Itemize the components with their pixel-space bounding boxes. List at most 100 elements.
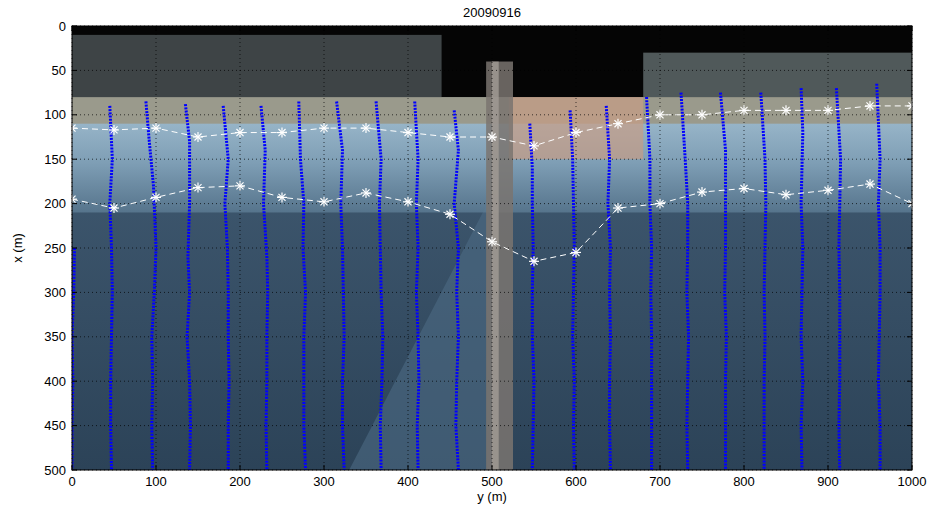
asterisk-marker bbox=[445, 209, 455, 219]
chart: 0100200300400500600700800900100005010015… bbox=[0, 0, 938, 508]
asterisk-marker bbox=[739, 184, 749, 194]
drifter-track bbox=[801, 88, 803, 470]
tick-label-y: 100 bbox=[44, 107, 66, 122]
asterisk-marker bbox=[109, 203, 119, 213]
tick-y bbox=[72, 292, 77, 293]
tick-x bbox=[492, 465, 493, 470]
marker-stroke bbox=[656, 111, 663, 118]
tick-label-x: 400 bbox=[397, 474, 419, 489]
drifter-track bbox=[454, 110, 458, 470]
drifter-track bbox=[570, 110, 574, 470]
y-axis-label: x (m) bbox=[10, 233, 25, 263]
tick-y bbox=[907, 26, 912, 27]
drifter-track bbox=[376, 101, 383, 470]
marker-stroke bbox=[152, 194, 159, 201]
tick-label-y: 350 bbox=[44, 329, 66, 344]
tick-label-x: 500 bbox=[481, 474, 503, 489]
marker-stroke bbox=[404, 129, 411, 136]
tick-x bbox=[828, 26, 829, 31]
tick-y bbox=[907, 381, 912, 382]
grid-line-y bbox=[72, 203, 912, 204]
asterisk-marker bbox=[72, 123, 77, 133]
marker-stroke bbox=[824, 107, 831, 114]
pier-deck bbox=[492, 62, 499, 470]
drifter-track bbox=[261, 106, 268, 470]
marker-stroke bbox=[236, 182, 243, 189]
tick-x bbox=[156, 465, 157, 470]
water bbox=[72, 26, 912, 470]
tick-y bbox=[72, 425, 77, 426]
tick-label-x: 900 bbox=[817, 474, 839, 489]
asterisk-marker bbox=[151, 192, 161, 202]
tick-y bbox=[72, 470, 77, 471]
marker-stroke bbox=[866, 102, 873, 109]
drifter-track bbox=[337, 101, 345, 470]
asterisk-marker bbox=[403, 128, 413, 138]
marker-stroke bbox=[194, 184, 201, 191]
tick-x bbox=[408, 465, 409, 470]
asterisk-marker bbox=[529, 256, 539, 266]
marker-stroke bbox=[446, 211, 453, 218]
asterisk-marker bbox=[487, 237, 497, 247]
frame bbox=[72, 26, 912, 470]
asterisk-marker bbox=[277, 192, 287, 202]
ticks: 0100200300400500600700800900100005010015… bbox=[44, 19, 926, 490]
marker-stroke bbox=[72, 125, 76, 132]
grid-line-y bbox=[72, 70, 912, 71]
marker-stroke bbox=[614, 120, 621, 127]
marker-stroke bbox=[740, 185, 747, 192]
marker-stroke bbox=[782, 107, 789, 114]
asterisk-marker bbox=[235, 181, 245, 191]
marker-stroke bbox=[72, 196, 76, 203]
drifter-track bbox=[146, 101, 156, 470]
drifter-track bbox=[606, 106, 610, 470]
dashed-line bbox=[72, 106, 912, 146]
tick-y bbox=[72, 248, 77, 249]
drifter-track bbox=[836, 88, 840, 470]
tick-label-y: 300 bbox=[44, 285, 66, 300]
asterisk-marker bbox=[571, 128, 581, 138]
marker-stroke bbox=[194, 133, 201, 140]
marker-stroke bbox=[740, 107, 747, 114]
tick-x bbox=[828, 465, 829, 470]
tick-x bbox=[576, 26, 577, 31]
asterisk-marker bbox=[151, 123, 161, 133]
marker-stroke bbox=[320, 198, 327, 205]
tick-label-x: 1000 bbox=[898, 474, 927, 489]
marker-stroke bbox=[824, 187, 831, 194]
tick-x bbox=[240, 465, 241, 470]
tick-label-x: 800 bbox=[733, 474, 755, 489]
grid bbox=[72, 26, 912, 470]
asterisk-marker bbox=[529, 141, 539, 151]
asterisk-marker bbox=[72, 194, 77, 204]
tick-x bbox=[408, 26, 409, 31]
tick-x bbox=[324, 26, 325, 31]
tick-y bbox=[72, 26, 77, 27]
grid-line-y bbox=[72, 248, 912, 249]
asterisk-marker bbox=[823, 105, 833, 115]
asterisk-marker bbox=[109, 125, 119, 135]
tick-label-x: 600 bbox=[565, 474, 587, 489]
marker-stroke bbox=[782, 191, 789, 198]
asterisk-marker bbox=[781, 105, 791, 115]
asterisk-marker bbox=[193, 132, 203, 142]
tick-x bbox=[156, 26, 157, 31]
asterisk-marker bbox=[613, 119, 623, 129]
tick-x bbox=[492, 26, 493, 31]
asterisk-marker bbox=[655, 199, 665, 209]
drifter-track bbox=[761, 93, 766, 470]
tick-label-x: 300 bbox=[313, 474, 335, 489]
tick-label-x: 700 bbox=[649, 474, 671, 489]
tick-y bbox=[72, 70, 77, 71]
asterisk-marker bbox=[319, 197, 329, 207]
land-left bbox=[72, 35, 442, 97]
asterisk-marker bbox=[823, 185, 833, 195]
drifter-track bbox=[185, 104, 190, 470]
tick-x bbox=[72, 465, 73, 470]
asterisk-marker bbox=[487, 132, 497, 142]
asterisk-marker bbox=[319, 123, 329, 133]
marker-stroke bbox=[152, 125, 159, 132]
land-right bbox=[643, 53, 912, 97]
background-image bbox=[72, 26, 912, 470]
drifter-track bbox=[299, 101, 306, 470]
